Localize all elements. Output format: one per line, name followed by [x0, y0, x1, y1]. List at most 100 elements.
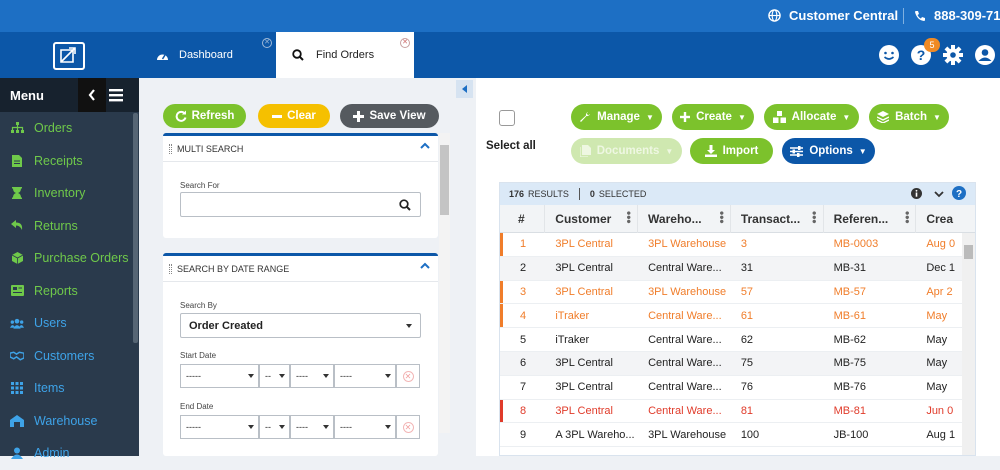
- box-icon: [10, 252, 24, 265]
- grid-scrollbar[interactable]: [962, 233, 975, 455]
- sidebar-item-inventory[interactable]: Inventory: [0, 177, 139, 210]
- column-menu-icon[interactable]: •••: [807, 210, 822, 224]
- sidebar-item-receipts[interactable]: Receipts: [0, 145, 139, 178]
- sidebar-item-purchase-orders[interactable]: Purchase Orders: [0, 242, 139, 275]
- options-button[interactable]: Options ▼: [782, 138, 875, 164]
- drag-handle-icon[interactable]: [169, 264, 172, 274]
- column-menu-icon[interactable]: •••: [900, 210, 915, 224]
- table-cell-n: 7: [520, 381, 527, 394]
- app-logo-icon[interactable]: [52, 41, 86, 71]
- end-day-select[interactable]: -----: [180, 415, 259, 439]
- end-year-select[interactable]: ----: [290, 415, 334, 439]
- users-icon: [10, 318, 24, 329]
- clear-start-date-button[interactable]: ✕: [396, 364, 420, 388]
- table-cell-warehouse: 3PL Warehouse: [648, 238, 727, 251]
- table-cell-created: May: [926, 357, 948, 370]
- refresh-button[interactable]: Refresh: [163, 104, 246, 128]
- top-bar: Customer Central 888-309-7115: [0, 0, 1000, 32]
- column-header-warehouse[interactable]: Wareho... •••: [638, 204, 731, 233]
- chevron-down-icon[interactable]: [934, 190, 944, 198]
- search-for-input[interactable]: [180, 192, 421, 217]
- start-day-select[interactable]: -----: [180, 364, 259, 388]
- smiley-icon[interactable]: [878, 44, 900, 66]
- sidebar-item-warehouse[interactable]: Warehouse: [0, 405, 139, 438]
- table-cell-warehouse: Central Ware...: [648, 333, 722, 346]
- sidebar-item-users[interactable]: Users: [0, 307, 139, 340]
- sidebar-item-label: Customers: [34, 348, 95, 363]
- column-menu-icon[interactable]: •••: [622, 210, 637, 224]
- column-header-created[interactable]: Crea: [916, 205, 975, 233]
- close-tab-icon[interactable]: ✕: [262, 38, 272, 48]
- save-view-button[interactable]: Save View: [340, 104, 439, 128]
- batch-button[interactable]: Batch ▼: [869, 104, 949, 130]
- gear-icon[interactable]: [942, 44, 964, 66]
- sidebar-item-reports[interactable]: Reports: [0, 275, 139, 308]
- table-row[interactable]: 5 iTraker Central Ware... 62 MB-62 May: [500, 328, 975, 352]
- sidebar-item-items[interactable]: Items: [0, 372, 139, 405]
- allocate-button[interactable]: Allocate ▼: [764, 104, 859, 130]
- clear-end-date-button[interactable]: ✕: [396, 415, 420, 439]
- help-icon[interactable]: ?: [952, 186, 966, 200]
- table-row[interactable]: 6 3PL Central Central Ware... 75 MB-75 May: [500, 351, 975, 376]
- table-cell-n: 5: [520, 333, 527, 346]
- create-button[interactable]: Create ▼: [672, 104, 754, 130]
- column-header-transaction[interactable]: Transact... •••: [731, 204, 824, 233]
- column-header-customer[interactable]: Customer •••: [545, 204, 639, 233]
- table-row[interactable]: 7 3PL Central Central Ware... 76 MB-76 May: [500, 376, 975, 400]
- import-button[interactable]: Import: [690, 138, 773, 164]
- column-header-reference[interactable]: Referen... •••: [824, 204, 917, 233]
- sidebar-item-label: Users: [34, 316, 67, 331]
- table-cell-created: Aug 0: [926, 238, 956, 251]
- chevron-up-icon[interactable]: [420, 262, 430, 270]
- tab-dashboard-label: Dashboard: [179, 49, 233, 61]
- table-row[interactable]: 8 3PL Central Central Ware... 81 MB-81 Jun 0: [500, 399, 975, 424]
- table-cell-warehouse: Central Ware...: [648, 309, 722, 322]
- sidebar-item-customers[interactable]: Customers: [0, 340, 139, 373]
- svg-text:?: ?: [917, 47, 926, 63]
- date-range-header[interactable]: SEARCH BY DATE RANGE: [163, 256, 438, 282]
- table-row[interactable]: 3 3PL Central 3PL Warehouse 57 MB-57 Apr 2: [500, 280, 975, 305]
- customer-central-link[interactable]: Customer Central: [768, 8, 898, 23]
- search-by-select[interactable]: Order Created: [180, 313, 421, 338]
- sidebar-item-admin[interactable]: Admin: [0, 437, 139, 470]
- clear-button[interactable]: Clear: [258, 104, 330, 128]
- table-row[interactable]: 4 iTraker Central Ware... 61 MB-61 May: [500, 304, 975, 329]
- sidebar-item-orders[interactable]: Orders: [0, 112, 139, 145]
- table-row[interactable]: 1 3PL Central 3PL Warehouse 3 MB-0003 Aug 0: [500, 233, 975, 257]
- sidebar-scrollbar[interactable]: [133, 113, 138, 343]
- tab-dashboard[interactable]: Dashboard ✕: [140, 32, 276, 78]
- hamburger-icon[interactable]: [108, 87, 124, 103]
- documents-button[interactable]: Documents ▼: [571, 138, 682, 164]
- manage-button[interactable]: Manage ▼: [571, 104, 662, 130]
- column-header-number[interactable]: #: [500, 204, 546, 233]
- end-time-select[interactable]: ----: [334, 415, 396, 439]
- search-panel-scrollbar[interactable]: [439, 133, 450, 433]
- table-row[interactable]: 2 3PL Central Central Ware... 31 MB-31 Dec 1: [500, 256, 975, 281]
- column-menu-icon[interactable]: •••: [714, 210, 729, 224]
- dropdown-arrow-icon: ▼: [858, 146, 867, 156]
- search-icon[interactable]: [399, 199, 411, 211]
- drag-handle-icon[interactable]: [169, 144, 172, 154]
- scrollbar-thumb[interactable]: [964, 245, 973, 259]
- sidebar-item-returns[interactable]: Returns: [0, 210, 139, 243]
- close-tab-icon[interactable]: ✕: [400, 38, 410, 48]
- download-icon: [704, 145, 717, 157]
- end-month-select[interactable]: --: [259, 415, 290, 439]
- info-icon[interactable]: [911, 188, 922, 199]
- phone-link[interactable]: 888-309-7115: [914, 8, 1000, 23]
- refresh-label: Refresh: [191, 110, 235, 122]
- clear-label: Clear: [287, 110, 316, 122]
- user-icon[interactable]: [974, 44, 996, 66]
- table-cell-reference: JB-100: [833, 428, 869, 441]
- start-month-select[interactable]: --: [259, 364, 290, 388]
- select-all-checkbox[interactable]: [499, 110, 515, 126]
- scrollbar-thumb[interactable]: [440, 145, 449, 215]
- start-time-select[interactable]: ----: [334, 364, 396, 388]
- collapse-menu-button[interactable]: [78, 78, 106, 112]
- collapse-search-panel-button[interactable]: [456, 80, 473, 98]
- multi-search-header[interactable]: MULTI SEARCH: [163, 136, 438, 162]
- table-row[interactable]: 9 A 3PL Wareho... 3PL Warehouse 100 JB-100 Au…: [500, 423, 975, 448]
- chevron-up-icon[interactable]: [420, 142, 430, 150]
- tab-find-orders[interactable]: Find Orders ✕: [276, 32, 414, 78]
- start-year-select[interactable]: ----: [290, 364, 334, 388]
